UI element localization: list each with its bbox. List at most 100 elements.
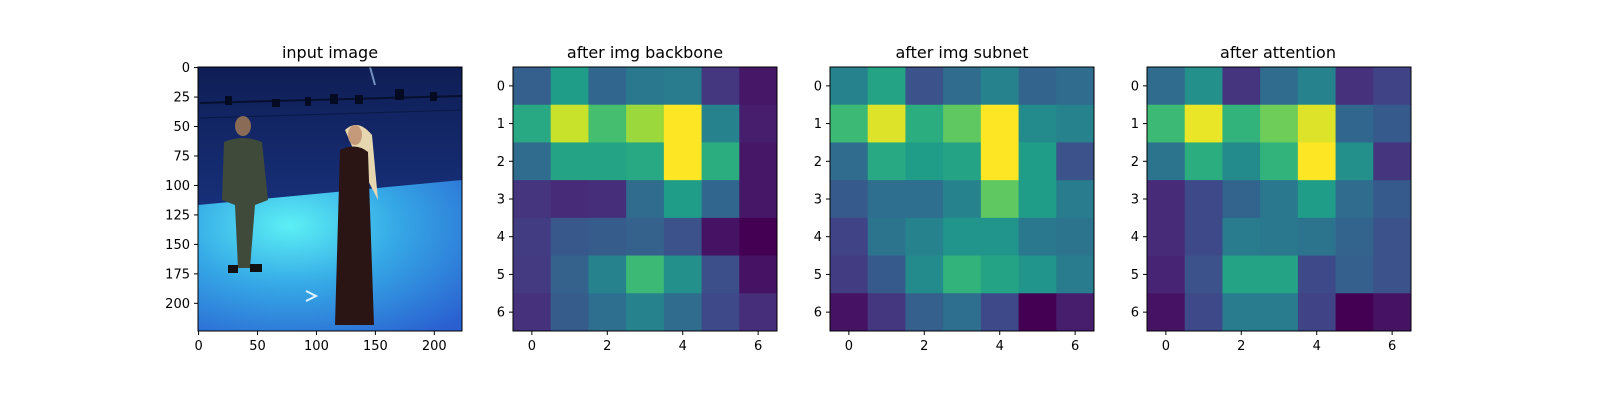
heatmap-cell: [739, 217, 778, 256]
x-tick-label: 0: [845, 339, 853, 354]
y-tick-label: 2: [814, 155, 822, 170]
heatmap-cell: [1373, 67, 1412, 106]
heatmap-cell: [588, 217, 627, 256]
panel-title: after attention: [1220, 43, 1336, 62]
heatmap-cell: [739, 293, 778, 332]
heatmap-cell: [1335, 142, 1374, 181]
heatmap-cell: [1018, 142, 1057, 181]
heatmap-cell: [626, 67, 665, 106]
y-tick-label: 4: [814, 230, 822, 245]
heatmap-cell: [1056, 104, 1095, 143]
x-tick-label: 6: [754, 339, 762, 354]
heatmap-cell: [739, 67, 778, 106]
x-tick-label: 6: [1071, 339, 1079, 354]
heatmap-cell: [905, 180, 944, 219]
heatmap-cell: [905, 255, 944, 294]
plot-frame: [197, 66, 463, 332]
panel-title: after img subnet: [895, 43, 1028, 62]
heatmap-cell: [513, 217, 552, 256]
heatmap-cell: [1373, 255, 1412, 294]
heatmap-cell: [1018, 67, 1057, 106]
x-axis: 0 2 4 6: [845, 331, 1079, 354]
y-tick-label: 6: [1131, 306, 1139, 321]
y-tick-label: 2: [497, 155, 505, 170]
heatmap-cell: [588, 293, 627, 332]
heatmap-cell: [626, 217, 665, 256]
heatmap-cell: [626, 180, 665, 219]
heatmap-cell: [588, 180, 627, 219]
heatmap-cell: [1335, 255, 1374, 294]
heatmap-cell: [867, 104, 906, 143]
heatmap-cell: [905, 217, 944, 256]
heatmap-cell: [1335, 180, 1374, 219]
heatmap-cell: [701, 180, 740, 219]
heatmap-cell: [830, 217, 869, 256]
heatmap-cell: [867, 217, 906, 256]
heatmap-cell: [867, 180, 906, 219]
panel-after-attention: after attention 0 2 4 6 0 1 2 3 4 5 6: [1131, 43, 1412, 354]
heatmap-cell: [550, 67, 589, 106]
x-axis: 0 2 4 6: [1162, 331, 1396, 354]
input-photo: [198, 67, 462, 331]
panel-title: input image: [282, 43, 378, 62]
heatmap-cell: [701, 255, 740, 294]
heatmap-cell: [830, 255, 869, 294]
heatmap-cell: [1056, 293, 1095, 332]
x-tick-label: 2: [1237, 339, 1245, 354]
y-tick-label: 1: [1131, 117, 1139, 132]
heatmap-cell: [1260, 217, 1299, 256]
heatmap-cell: [513, 293, 552, 332]
heatmap-cell: [739, 104, 778, 143]
heatmap-cell: [739, 255, 778, 294]
heatmap-cell: [550, 217, 589, 256]
y-tick-label: 6: [814, 306, 822, 321]
heatmap-cell: [1335, 67, 1374, 106]
heatmap-cell: [588, 67, 627, 106]
heatmap-cell: [1222, 180, 1261, 219]
heatmap-cell: [1147, 180, 1186, 219]
heatmap-cell: [1335, 293, 1374, 332]
heatmap-cell: [980, 293, 1019, 332]
heatmap-cell: [1147, 293, 1186, 332]
y-tick-label: 1: [497, 117, 505, 132]
heatmap-cell: [550, 104, 589, 143]
y-axis: 0 1 2 3 4 5 6: [814, 79, 830, 321]
x-tick-label: 200: [422, 339, 447, 354]
heatmap-cell: [513, 180, 552, 219]
heatmap-cell: [739, 142, 778, 181]
heatmap-cell: [701, 293, 740, 332]
heatmap-cell: [905, 293, 944, 332]
heatmap-cell: [1260, 142, 1299, 181]
y-tick-label: 25: [173, 91, 190, 106]
heatmap-cell: [867, 67, 906, 106]
heatmap-cell: [980, 180, 1019, 219]
heatmap-cell: [1373, 104, 1412, 143]
heatmap-cell: [1297, 217, 1336, 256]
x-tick-label: 0: [1162, 339, 1170, 354]
heatmap-cell: [1373, 142, 1412, 181]
y-tick-label: 3: [497, 193, 505, 208]
y-tick-label: 2: [1131, 155, 1139, 170]
heatmap-cell: [701, 142, 740, 181]
heatmap-cell: [663, 293, 702, 332]
heatmap-cell: [1222, 255, 1261, 294]
y-tick-label: 100: [165, 179, 190, 194]
heatmap-cell: [550, 142, 589, 181]
x-tick-label: 4: [996, 339, 1004, 354]
x-tick-label: 100: [304, 339, 329, 354]
heatmap-cell: [867, 142, 906, 181]
y-tick-label: 3: [814, 193, 822, 208]
heatmap-cell: [980, 67, 1019, 106]
heatmap-cell: [663, 217, 702, 256]
y-axis: 0 1 2 3 4 5 6: [497, 79, 513, 321]
y-tick-label: 75: [173, 149, 190, 164]
heatmap-cell: [830, 293, 869, 332]
heatmap-cell: [663, 180, 702, 219]
heatmap-cell: [830, 142, 869, 181]
heatmap-cell: [943, 217, 982, 256]
heatmap-cell: [1056, 142, 1095, 181]
y-tick-label: 175: [165, 267, 190, 282]
x-tick-label: 4: [679, 339, 687, 354]
x-axis: 0 50 100 150 200: [194, 331, 447, 354]
heatmap-cell: [1222, 104, 1261, 143]
